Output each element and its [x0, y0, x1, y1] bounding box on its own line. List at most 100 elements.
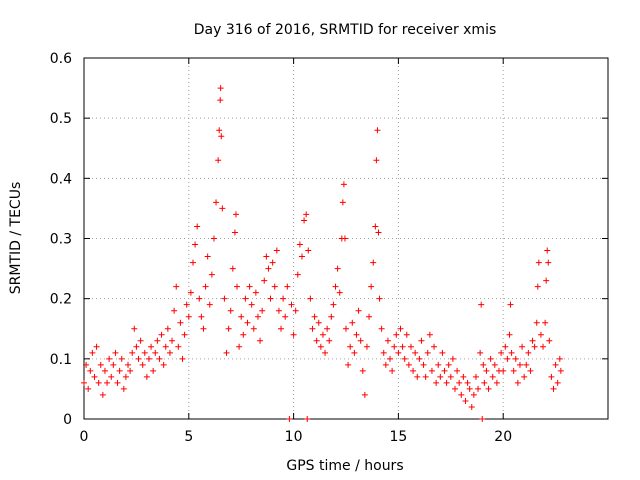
- data-point-marker: [462, 397, 469, 404]
- data-point-marker: [200, 325, 207, 332]
- data-point-marker: [407, 343, 414, 350]
- data-point-marker: [112, 349, 119, 356]
- data-point-marker: [135, 355, 142, 362]
- data-point-marker: [137, 337, 144, 344]
- data-point-marker: [242, 295, 249, 302]
- data-point-marker: [173, 283, 180, 290]
- data-point-marker: [375, 229, 382, 236]
- x-tick-label: 20: [494, 429, 512, 445]
- data-point-marker: [353, 331, 360, 338]
- data-point-marker: [223, 349, 230, 356]
- data-point-marker: [540, 343, 547, 350]
- data-point-marker: [164, 325, 171, 332]
- data-point-marker: [265, 265, 272, 272]
- x-tick-label: 15: [389, 429, 407, 445]
- data-point-marker: [458, 391, 465, 398]
- data-point-marker: [391, 343, 398, 350]
- y-tick-label: 0.1: [50, 352, 72, 368]
- data-point-marker: [160, 361, 167, 368]
- data-point-marker: [537, 331, 544, 338]
- data-point-marker: [487, 355, 494, 362]
- data-point-marker: [395, 349, 402, 356]
- data-point-marker: [426, 331, 433, 338]
- y-axis-label: SRMTID / TECUs: [8, 182, 24, 295]
- data-point-marker: [108, 373, 115, 380]
- data-point-marker: [510, 367, 517, 374]
- data-point-marker: [531, 343, 538, 350]
- data-point-marker: [424, 349, 431, 356]
- data-point-marker: [303, 211, 310, 218]
- data-point-marker: [116, 367, 123, 374]
- data-point-marker: [91, 373, 98, 380]
- data-point-marker: [120, 385, 127, 392]
- data-point-marker: [355, 307, 362, 314]
- data-point-marker: [202, 283, 209, 290]
- data-point-marker: [529, 337, 536, 344]
- data-point-marker: [324, 325, 331, 332]
- data-point-marker: [363, 343, 370, 350]
- data-point-marker: [317, 343, 324, 350]
- data-point-marker: [414, 373, 421, 380]
- data-point-marker: [141, 349, 148, 356]
- data-point-marker: [252, 289, 259, 296]
- data-point-marker: [372, 223, 379, 230]
- data-point-marker: [319, 331, 326, 338]
- data-point-marker: [479, 416, 486, 422]
- data-point-marker: [416, 355, 423, 362]
- data-point-marker: [545, 259, 552, 266]
- data-point-marker: [341, 235, 348, 242]
- data-point-marker: [512, 355, 519, 362]
- data-point-marker: [330, 301, 337, 308]
- data-point-marker: [246, 283, 253, 290]
- data-point-marker: [328, 313, 335, 320]
- data-point-marker: [238, 313, 245, 320]
- data-point-marker: [152, 349, 159, 356]
- data-point-marker: [359, 367, 366, 374]
- data-point-marker: [118, 355, 125, 362]
- data-point-marker: [250, 325, 257, 332]
- y-tick-label: 0.3: [50, 232, 72, 248]
- data-point-marker: [114, 379, 121, 386]
- data-point-marker: [101, 367, 108, 374]
- data-point-marker: [368, 283, 375, 290]
- chart-title: Day 316 of 2016, SRMTID for receiver xmi…: [194, 22, 497, 38]
- data-point-marker: [254, 313, 261, 320]
- data-point-marker: [557, 367, 564, 374]
- data-point-marker: [171, 307, 178, 314]
- data-point-marker: [240, 331, 247, 338]
- data-point-marker: [143, 373, 150, 380]
- data-point-marker: [535, 259, 542, 266]
- data-point-marker: [225, 325, 232, 332]
- data-point-marker: [437, 373, 444, 380]
- data-point-marker: [273, 247, 280, 254]
- data-point-marker: [534, 283, 541, 290]
- data-point-marker: [210, 235, 217, 242]
- data-point-marker: [290, 331, 297, 338]
- data-point-marker: [477, 349, 484, 356]
- grid: [84, 58, 608, 419]
- data-point-marker: [382, 361, 389, 368]
- data-point-marker: [304, 416, 311, 422]
- data-point-marker: [93, 343, 100, 350]
- data-point-marker: [556, 355, 563, 362]
- data-point-marker: [546, 337, 553, 344]
- data-point-marker: [284, 283, 291, 290]
- data-point-marker: [533, 319, 540, 326]
- data-point-marker: [292, 307, 299, 314]
- data-point-marker: [443, 379, 450, 386]
- x-tick-label: 10: [285, 429, 303, 445]
- data-point-marker: [244, 319, 251, 326]
- data-point-marker: [175, 343, 182, 350]
- data-point-marker: [475, 385, 482, 392]
- data-point-marker: [280, 295, 287, 302]
- data-point-marker: [523, 361, 530, 368]
- data-point-marker: [232, 211, 239, 218]
- data-point-marker: [403, 331, 410, 338]
- data-point-marker: [418, 337, 425, 344]
- data-point-marker: [166, 349, 173, 356]
- data-point-marker: [470, 391, 477, 398]
- data-point-marker: [278, 325, 285, 332]
- data-point-marker: [412, 349, 419, 356]
- data-markers: [81, 85, 564, 422]
- data-point-marker: [282, 313, 289, 320]
